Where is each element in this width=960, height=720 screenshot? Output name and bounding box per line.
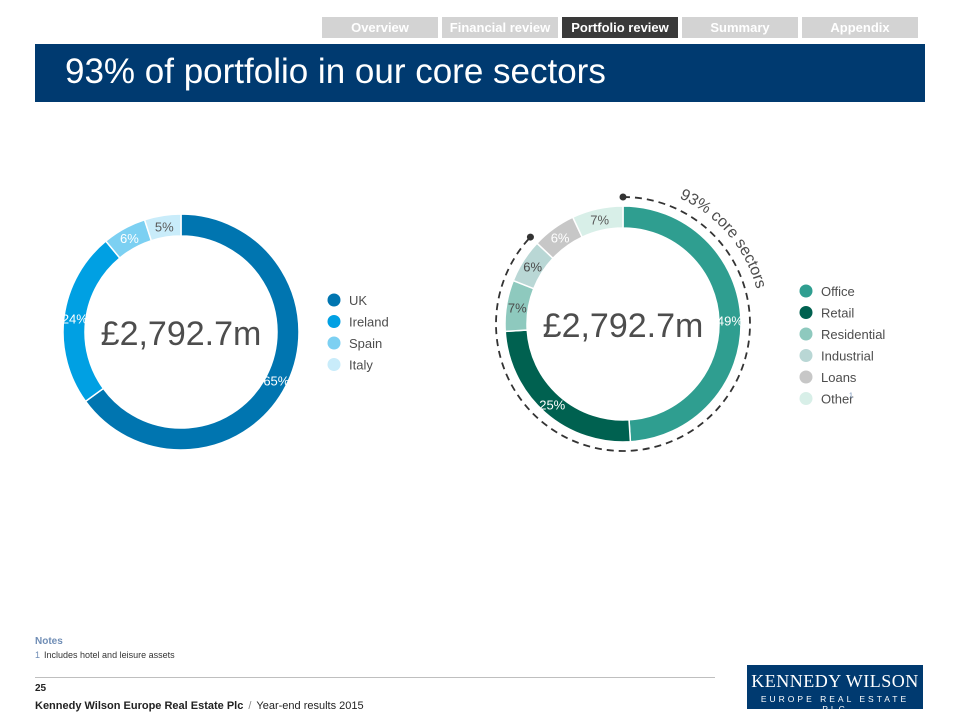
note-text: Includes hotel and leisure assets [44,650,175,660]
center-total-label: £2,792.7m [543,307,704,345]
bracket-end-dot [619,193,627,201]
legend-label-spain: Spain [349,336,382,351]
slice-label-spain: 6% [120,231,139,246]
page-number: 25 [35,683,47,694]
core-sectors-bracket [495,196,751,452]
footer-text: Kennedy Wilson Europe Real Estate Plc / Ye… [35,700,364,712]
tab-financial-review[interactable]: Financial review [442,17,558,38]
footer-company: Kennedy Wilson Europe Real Estate Plc [35,700,244,712]
slice-label-italy: 5% [155,219,174,234]
legend-marker-industrial [799,349,813,362]
title-bar: 93% of portfolio in our core sectors [35,44,925,102]
legend-label-residential: Residential [821,327,885,342]
legend-label-italy: Italy [349,358,373,373]
slice-label-residential: 7% [508,300,527,315]
notes: Notes 1 Includes hotel and leisure assets [35,636,175,660]
slice-label-retail: 25% [539,397,565,412]
slice-label-office: 49% [717,314,743,329]
slice-uk [84,213,300,451]
page-title: 93% of portfolio in our core sectors [65,52,606,91]
legend-label-other: Other [821,392,854,407]
tab-overview[interactable]: Overview [322,17,438,38]
legend-marker-loans [799,370,813,384]
legend-label-loans: Loans [821,370,857,385]
legend-marker-retail [799,306,813,319]
tab-summary[interactable]: Summary [682,17,798,38]
slice-italy [143,213,182,242]
notes-title: Notes [35,636,63,647]
footer-doc-title: Year-end results 2015 [256,700,364,712]
slice-label-other: 7% [590,213,609,228]
legend-marker-uk [327,293,341,307]
legend-marker-spain [327,336,341,350]
legend-marker-other [799,392,813,405]
legend-marker-office [799,284,813,298]
tab-portfolio-review[interactable]: Portfolio review [562,17,678,38]
legend-marker-residential [799,327,813,341]
legend-label-ireland: Ireland [349,315,389,330]
legend-marker-ireland [327,315,341,328]
note-item: 1 Includes hotel and leisure assets [35,650,175,660]
center-total-label: £2,792.7m [101,315,262,353]
legend-label-office: Office [821,284,855,299]
legend-label-retail: Retail [821,306,854,321]
footer-separator: / [248,700,252,712]
legend-footnote: 1 [849,393,853,400]
legend-marker-italy [327,358,341,371]
slice-retail [504,329,632,443]
bracket-end-dot [526,233,534,241]
section-nav: Overview Financial review Portfolio revi… [322,17,918,38]
tab-appendix[interactable]: Appendix [802,17,918,38]
legend-label-industrial: Industrial [821,349,874,364]
note-number: 1 [35,650,41,660]
logo-sub-text: EUROPE REAL ESTATE PLC [760,694,910,714]
footer-divider [35,677,715,678]
slice-label-uk: 65% [263,374,289,389]
slice-label-ireland: 24% [62,312,88,327]
slice-label-industrial: 6% [523,260,542,275]
company-logo: KENNEDY WILSON EUROPE REAL ESTATE PLC [747,665,923,714]
slice-other [571,205,624,239]
logo-main-text: KENNEDY WILSON [751,671,919,691]
slice-label-loans: 6% [551,230,570,245]
legend-label-uk: UK [349,293,367,308]
